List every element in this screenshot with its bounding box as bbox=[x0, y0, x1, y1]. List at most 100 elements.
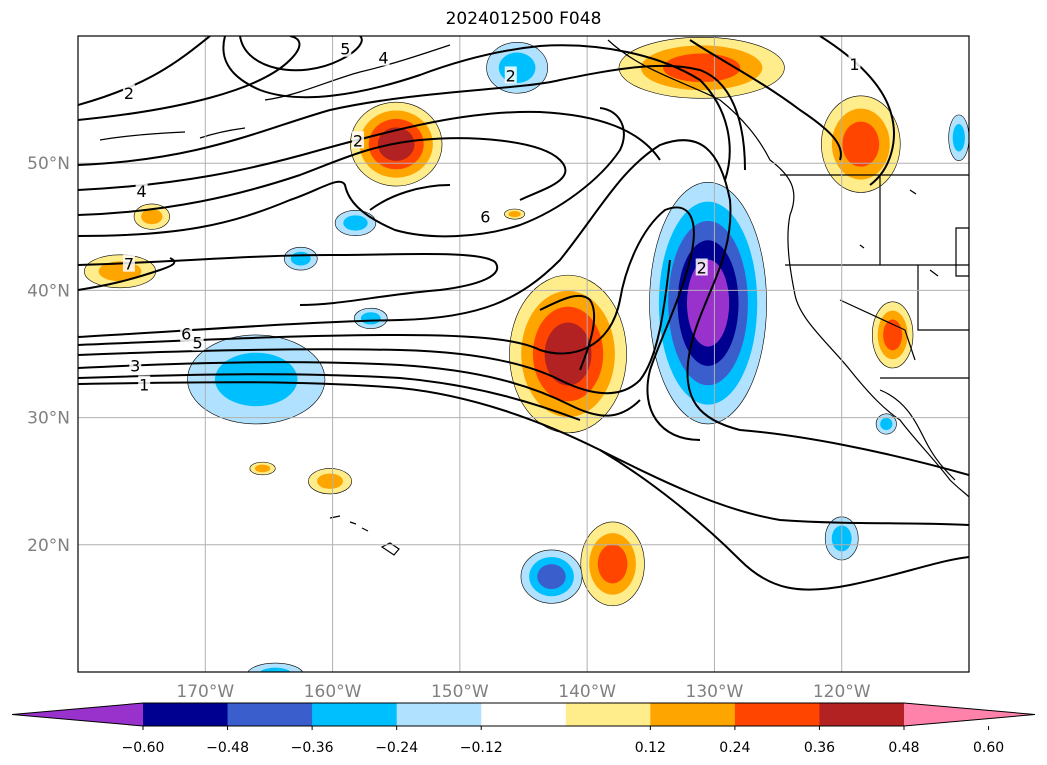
colorbar-segment bbox=[650, 703, 736, 726]
contour-label-bg bbox=[377, 48, 390, 66]
lat-tick-label: 50°N bbox=[27, 154, 70, 174]
contour-label: 5 bbox=[340, 40, 350, 59]
anomaly-level bbox=[290, 251, 311, 266]
colorbar-tick-label: −0.48 bbox=[206, 740, 249, 756]
contour-label-bg bbox=[122, 84, 135, 102]
contour-label-bg bbox=[180, 324, 193, 342]
lon-tick-label: 170°W bbox=[176, 682, 234, 702]
anomaly-region bbox=[618, 36, 785, 99]
anomaly-level bbox=[537, 564, 566, 590]
map-frame bbox=[77, 35, 970, 673]
contour-label-bg bbox=[135, 182, 148, 200]
colorbar-segment bbox=[734, 703, 820, 726]
anomaly-shading-layer bbox=[84, 36, 969, 672]
colorbar-tick-label: 0.24 bbox=[719, 740, 750, 756]
map-title: 2024012500 F048 bbox=[445, 9, 602, 29]
colorbar-tick-label: 0.36 bbox=[804, 740, 835, 756]
contour-label: 5 bbox=[193, 334, 203, 353]
anomaly-level bbox=[360, 312, 381, 325]
anomaly-region bbox=[308, 468, 352, 495]
anomaly-level bbox=[498, 52, 536, 84]
contour-label-bg bbox=[339, 39, 352, 57]
anomaly-region bbox=[334, 209, 377, 237]
anomaly-level bbox=[141, 208, 163, 225]
contour-label-bg bbox=[695, 258, 708, 276]
colorbar-tick-label: −0.36 bbox=[291, 740, 334, 756]
coastline-layer bbox=[99, 39, 969, 556]
anomaly-region bbox=[353, 307, 388, 329]
contour-label: 4 bbox=[137, 182, 147, 201]
colorbar-tick-label: −0.24 bbox=[375, 740, 418, 756]
colorbar: −0.60 −0.48 −0.36 −0.24 −0.12 0.12 0.24 0.36 0.4… bbox=[11, 702, 1036, 756]
anomaly-region bbox=[875, 413, 897, 435]
colorbar-segment bbox=[227, 703, 313, 726]
anomaly-region bbox=[649, 181, 767, 425]
contour-label-bg bbox=[479, 207, 492, 225]
anomaly-level bbox=[686, 259, 730, 347]
lon-tick-label: 130°W bbox=[686, 682, 744, 702]
contour-label-bg bbox=[848, 54, 861, 72]
contour-label: 2 bbox=[124, 84, 134, 103]
anomaly-region bbox=[580, 521, 645, 607]
contour-label: 4 bbox=[378, 49, 388, 68]
anomaly-region bbox=[247, 662, 303, 672]
contour-label: 2 bbox=[697, 259, 707, 278]
anomaly-region bbox=[84, 254, 156, 289]
anomaly-level bbox=[597, 544, 628, 584]
lon-tick-label: 150°W bbox=[431, 682, 489, 702]
anomaly-region bbox=[948, 114, 969, 161]
lon-tick-label: 160°W bbox=[304, 682, 362, 702]
anomaly-level bbox=[247, 662, 303, 672]
contour-label: 6 bbox=[181, 325, 191, 344]
contour-label-bg bbox=[122, 254, 135, 272]
colorbar-segment bbox=[481, 703, 567, 726]
contour-label-bg bbox=[129, 356, 142, 374]
axis-tick-labels: 170°W 160°W 150°W 140°W 130°W 120°W 50°N 40°N 30… bbox=[27, 154, 871, 702]
colorbar-segment bbox=[396, 703, 482, 726]
anomaly-level bbox=[880, 417, 893, 431]
anomaly-region bbox=[504, 208, 526, 220]
contour-label: 3 bbox=[130, 356, 140, 375]
anomaly-region bbox=[821, 95, 901, 193]
anomaly-level bbox=[883, 319, 903, 351]
colorbar-extend-high bbox=[904, 703, 1035, 726]
colorbar-tick-label: 0.12 bbox=[635, 740, 666, 756]
anomaly-level bbox=[663, 53, 741, 83]
anomaly-region bbox=[871, 301, 914, 369]
lon-tick-label: 120°W bbox=[813, 682, 871, 702]
contour-label: 2 bbox=[506, 66, 516, 85]
lon-tick-label: 140°W bbox=[558, 682, 616, 702]
anomaly-region bbox=[249, 461, 276, 476]
colorbar-segment bbox=[565, 703, 651, 726]
contour-layer bbox=[78, 36, 969, 591]
lat-tick-label: 30°N bbox=[27, 409, 70, 429]
contour-label-bg bbox=[352, 131, 365, 149]
lat-tick-label: 20°N bbox=[27, 536, 70, 556]
anomaly-level bbox=[317, 473, 344, 489]
colorbar-tick-label: −0.60 bbox=[122, 740, 165, 756]
contour-label: 6 bbox=[480, 208, 490, 227]
contour-label: 7 bbox=[124, 255, 134, 274]
contour-label-bg bbox=[504, 66, 517, 84]
anomaly-level bbox=[842, 121, 880, 167]
contour-label-bg bbox=[191, 333, 204, 351]
anomaly-level bbox=[254, 464, 271, 473]
contour-label-bg bbox=[138, 375, 151, 393]
colorbar-tick-label: 0.60 bbox=[973, 740, 1004, 756]
anomaly-region bbox=[283, 246, 318, 271]
anomaly-region bbox=[187, 334, 326, 425]
colorbar-tick-label: 0.48 bbox=[888, 740, 919, 756]
anomaly-level bbox=[952, 124, 965, 152]
anomaly-region bbox=[520, 549, 583, 604]
colorbar-tick-label: −0.12 bbox=[460, 740, 503, 756]
contour-label: 2 bbox=[353, 131, 363, 150]
contour-label: 1 bbox=[139, 376, 149, 395]
lat-tick-label: 40°N bbox=[27, 281, 70, 301]
contour-label: 1 bbox=[849, 55, 859, 74]
colorbar-extend-low bbox=[12, 703, 143, 726]
anomaly-level bbox=[343, 215, 368, 231]
colorbar-segment bbox=[819, 703, 905, 726]
colorbar-segment bbox=[143, 703, 229, 726]
anomaly-level bbox=[508, 211, 521, 218]
